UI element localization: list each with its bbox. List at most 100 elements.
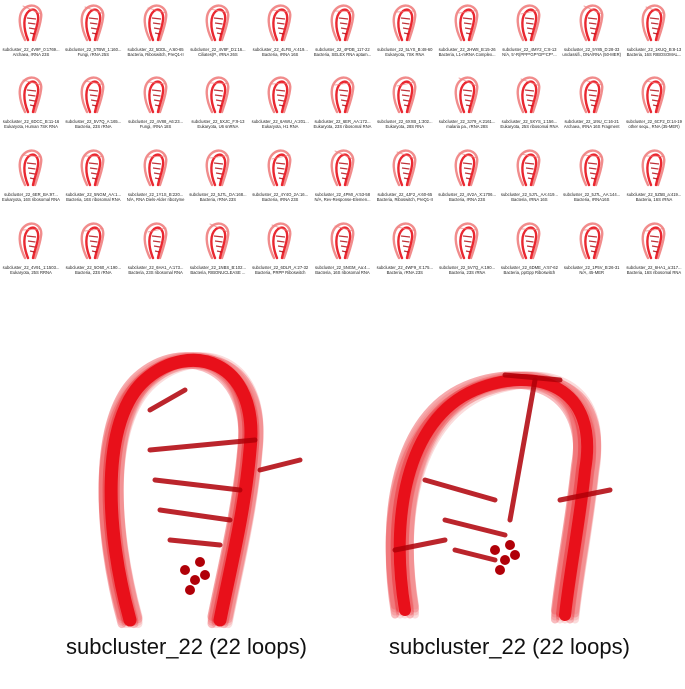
rna-loop-thumbnail <box>641 76 666 114</box>
thumbnail-item: subcluster_22_2HW8_B:15-26 Bacteria, L1-m… <box>436 0 498 68</box>
thumbnail-item: subcluster_22_1I9U_C:16-21 Archaea, rRNA … <box>561 72 623 140</box>
thumbnail-desc-label: Eukaryota, 7SK RNA <box>385 52 425 57</box>
thumbnail-item: subcluster_22_6XXB_1:302... Eukaryota, 28… <box>374 72 436 140</box>
rna-loop-thumbnail <box>330 149 354 187</box>
thumbnail-item: subcluster_22_6DCC_B:11-16 Eukaryota, Hum… <box>0 72 62 140</box>
thumbnail-item: subcluster_22_5TBW_1:160... Fungi, rRNA 2… <box>62 0 124 68</box>
thumbnail-desc-label: Eukaryota, 25S RRNA <box>10 270 52 275</box>
thumbnail-desc-label: Bacteria, 16S ribosomal RNA <box>315 270 370 275</box>
thumbnail-id-label: subcluster_22_5V7Q_A:190... <box>439 265 496 270</box>
thumbnail-desc-label: Bacteria, rRNA 16S <box>262 52 299 57</box>
thumbnail-item: subcluster_22_4V91_1:1503... Eukaryota, 2… <box>0 218 62 286</box>
thumbnail-id-label: subcluster_22_5LYS_B:48-60 <box>377 47 433 52</box>
rna-loop-thumbnail <box>454 4 479 42</box>
rna-loop-thumbnail <box>267 76 292 114</box>
thumbnail-id-label: subcluster_22_5V7Q_A:165... <box>65 119 122 124</box>
rna-loop-thumbnail <box>143 222 168 260</box>
rna-loop-thumbnail <box>330 4 354 42</box>
thumbnail-desc-label: Archaea, rRNA 23S <box>12 52 50 57</box>
thumbnail-desc-label: Bacteria, 16S ribosomal RNA <box>626 270 682 275</box>
rna-loop-thumbnail <box>330 222 354 260</box>
thumbnail-item: subcluster_22_4Y4O_2A:16... Bacteria, rRN… <box>249 145 311 213</box>
thumbnail-id-label: subcluster_22_1P5V_B:26-31 <box>563 265 620 270</box>
rna-loop-thumbnail <box>80 76 105 114</box>
thumbnail-item: subcluster_22_6AWU_A:201... Eukaryota, H1… <box>249 72 311 140</box>
thumbnail-id-label: subcluster_22_5XYS_1:156... <box>501 119 558 124</box>
thumbnail-item: subcluster_22_6ER_BA:97... Eukaryota, 16S… <box>0 145 62 213</box>
rna-loop-thumbnail <box>267 4 292 42</box>
thumbnail-item: subcluster_22_6ER_AA:172... Eukaryota, 23… <box>312 72 374 140</box>
rna-loop-thumbnail <box>392 4 417 42</box>
thumbnail-desc-label: N/A, 5'-R(PPP*GP*GP*CP*... <box>502 52 557 57</box>
thumbnail-desc-label: Bacteria, PRPP Riboswitch <box>254 270 306 275</box>
thumbnail-id-label: subcluster_22_1Y1S_B:220... <box>127 192 184 197</box>
thumbnail-id-label: subcluster_22_5O60_A:190... <box>65 265 121 270</box>
thumbnail-desc-label: Bacteria, SELEX RNA aptam... <box>313 52 372 57</box>
thumbnail-id-label: subcluster_22_4PMI_A:53-58 <box>314 192 371 197</box>
thumbnail-item: subcluster_22_6DME_A:57-62 Bacteria, ppGp… <box>498 218 560 286</box>
thumbnail-desc-label: Bacteria, rRNA 23S <box>262 197 299 202</box>
thumbnail-desc-label: other sequ., RNA (35-MER) <box>628 124 680 129</box>
thumbnail-id-label: subcluster_22_5J7L_AA:144... <box>563 192 621 197</box>
thumbnail-desc-label: Bacteria, rRNA 23S <box>199 197 237 202</box>
caption-right: subcluster_22 (22 loops) <box>389 634 630 659</box>
thumbnail-desc-label: malaria pa., rRNA 28S <box>446 124 488 129</box>
thumbnail-id-label: subcluster_22_4V8F_D1:16... <box>190 47 246 52</box>
thumbnail-item: subcluster_22_5XYS_1:156... Eukaryota, 25… <box>498 72 560 140</box>
rna-loop-thumbnail <box>143 76 168 114</box>
rna-loop-thumbnail <box>143 149 168 187</box>
thumbnail-desc-label: Eukaryota, Human 7SK RNA <box>4 124 58 129</box>
thumbnail-item: subcluster_22_5Y85_D:28-33 unclassifi., D… <box>561 0 623 68</box>
thumbnail-id-label: subcluster_22_4V91_1:1503... <box>2 265 60 270</box>
rna-loop-thumbnail <box>80 4 105 42</box>
thumbnail-item: subcluster_22_1Y1S_B:220... N/A, RNA Diel… <box>125 145 187 213</box>
thumbnail-desc-label: Eukaryota, 28S RNA <box>385 124 425 129</box>
thumbnail-desc-label: Fungi, rRNA 18S <box>139 124 172 129</box>
thumbnail-id-label: subcluster_22_1I9U_C:16-21 <box>564 119 619 124</box>
thumbnail-id-label: subcluster_22_5J7L_AA:419... <box>500 192 558 197</box>
thumbnail-item: subcluster_22_6DLR_A:27-32 Bacteria, PRPP… <box>249 218 311 286</box>
thumbnail-item: subcluster_22_5J7L_AA:419... Bacteria, rR… <box>498 145 560 213</box>
rna-loop-thumbnail <box>205 149 230 187</box>
rna-loop-thumbnail <box>267 222 292 260</box>
thumbnail-id-label: subcluster_22_6DME_A:57-62 <box>500 265 558 270</box>
thumbnail-item: subcluster_22_4PDB_117-22 Bacteria, SELEX… <box>312 0 374 68</box>
thumbnail-item: subcluster_22_4V2A_X:1706... Bacteria, rR… <box>436 145 498 213</box>
thumbnail-desc-label: N/A, Rev-Response-Elemen... <box>314 197 371 202</box>
thumbnail-item: subcluster_22_4V8F_D1:16... Ciliates(P., … <box>187 0 249 68</box>
rna-loop-thumbnail <box>516 4 541 42</box>
thumbnail-id-label: subcluster_22_4PDB_117-22 <box>315 47 370 52</box>
thumbnail-id-label: subcluster_22_6HA1_a:317... <box>626 265 682 270</box>
thumbnail-item: subcluster_22_5J7L_AA:144... Bacteria, rR… <box>561 145 623 213</box>
thumbnail-id-label: subcluster_22_4MY2_C:8-13 <box>502 47 557 52</box>
thumbnail-item: subcluster_22_5XJC_F:9-13 Eukaryota, U6 s… <box>187 72 249 140</box>
thumbnail-desc-label: Bacteria, rRNA16S <box>574 197 610 202</box>
rna-loop-thumbnail <box>454 149 479 187</box>
rna-loop-thumbnail <box>80 149 105 187</box>
thumbnail-item: subcluster_22_4PMI_A:53-58 N/A, Rev-Respo… <box>312 145 374 213</box>
rna-loop-thumbnail <box>454 222 479 260</box>
thumbnail-item: subcluster_22_4V9F_0:1769... Archaea, rRN… <box>0 0 62 68</box>
thumbnail-id-label: subcluster_22_1KUQ_B:8-13 <box>626 47 682 52</box>
superposition-view-left <box>90 330 320 630</box>
thumbnail-id-label: subcluster_22_6CF2_D:14-19 <box>626 119 682 124</box>
thumbnail-item: subcluster_22_3J79_A:2161... malaria pa.,… <box>436 72 498 140</box>
thumbnail-item: subcluster_22_5NGM_Aa:4... Bacteria, 16S … <box>312 218 374 286</box>
thumbnail-desc-label: Bacteria, 23S rRNA <box>75 270 112 275</box>
thumbnail-item: subcluster_22_5V7Q_A:190... Bacteria, 23S… <box>436 218 498 286</box>
thumbnail-id-label: subcluster_22_3J79_A:2161... <box>438 119 496 124</box>
thumbnail-id-label: subcluster_22_2HW8_B:15-26 <box>438 47 496 52</box>
rna-loop-superposition-right <box>385 371 613 624</box>
thumbnail-item: subcluster_22_5DDL_A:60-65 Bacteria, Ribo… <box>125 0 187 68</box>
thumbnail-item: subcluster_22_4MY2_C:8-13 N/A, 5'-R(PPP*G… <box>498 0 560 68</box>
thumbnail-id-label: subcluster_22_5XJC_F:9-13 <box>191 119 245 124</box>
thumbnail-desc-label: Bacteria, ppGpp Riboswitch <box>503 270 556 275</box>
thumbnail-desc-label: Eukaryota, U6 snRNA <box>197 124 239 129</box>
rna-loop-thumbnail <box>392 149 417 187</box>
thumbnail-item: subcluster_22_5Z5B_a:419... Bacteria, 16S… <box>623 145 685 213</box>
rna-loop-thumbnail <box>579 222 604 260</box>
thumbnail-item: subcluster_22_5J7L_DA:168... Bacteria, rR… <box>187 145 249 213</box>
thumbnail-item: subcluster_22_6CF2_D:14-19 other sequ., R… <box>623 72 685 140</box>
rna-loop-thumbnail <box>392 222 417 260</box>
thumbnail-desc-label: Bacteria, Riboswitch, PreQ1-II <box>127 52 184 57</box>
